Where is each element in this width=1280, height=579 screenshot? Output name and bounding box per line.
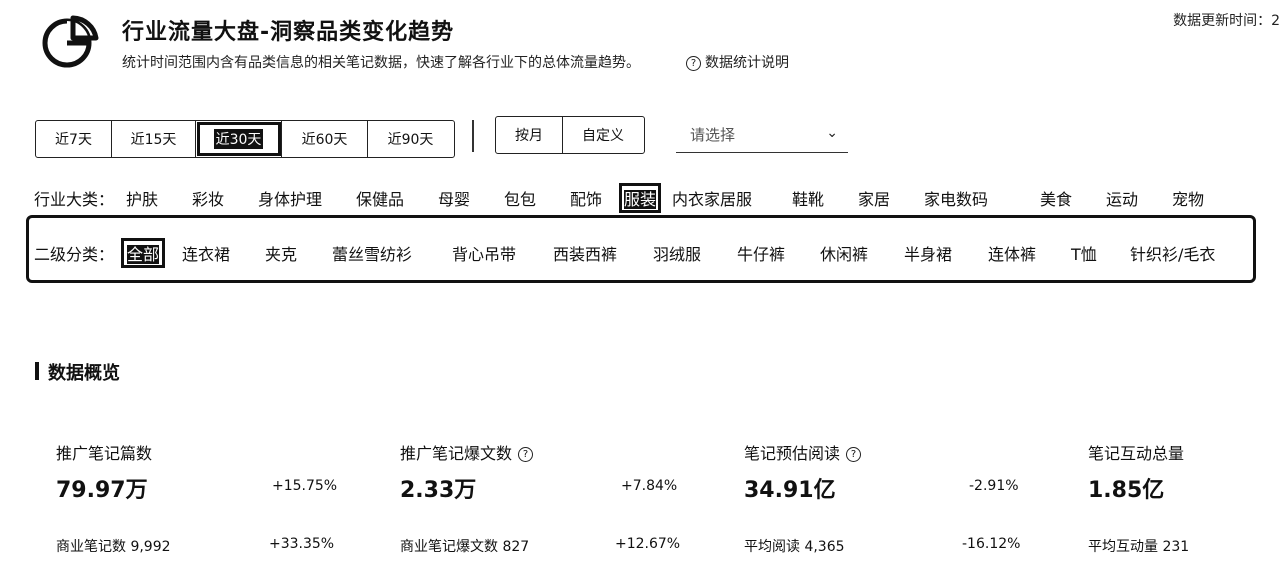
industry-item[interactable]: 内衣家居服	[672, 190, 753, 209]
range-15d-button[interactable]: 近15天	[112, 121, 196, 157]
page-title: 行业流量大盘-洞察品类变化趋势	[122, 20, 455, 45]
metric-sub-name: 平均互动量 231	[1088, 539, 1190, 555]
industry-item[interactable]: 护肤	[126, 190, 159, 209]
divider	[472, 120, 474, 152]
data-explanation-link[interactable]: ? 数据统计说明	[686, 52, 789, 72]
metric-change: -2.91%	[969, 478, 1019, 494]
date-select[interactable]: 请选择 ⌄	[676, 117, 848, 153]
by-month-button[interactable]: 按月	[496, 117, 563, 153]
industry-filter: 行业大类： 护肤 彩妆 身体护理 保健品 母婴 包包 配饰 服装 内衣家居服 鞋…	[34, 183, 1205, 213]
subcategory-item[interactable]: 针织衫/毛衣	[1130, 245, 1216, 264]
question-circle-icon: ?	[686, 56, 701, 71]
metric-value: 1.85亿	[1088, 478, 1165, 503]
chevron-down-icon: ⌄	[826, 125, 838, 141]
industry-item[interactable]: 宠物	[1172, 190, 1205, 209]
subcategory-item[interactable]: 连体裤	[988, 245, 1037, 264]
subcategory-item[interactable]: 背心吊带	[452, 245, 517, 264]
industry-item[interactable]: 运动	[1106, 190, 1139, 209]
metric-value: 34.91亿	[744, 478, 836, 503]
subcategory-item[interactable]: 牛仔裤	[737, 245, 786, 264]
metric-change: +7.84%	[621, 478, 678, 494]
time-range-selector: 近7天 近15天 近30天 近60天 近90天	[35, 120, 455, 158]
pie-chart-logo-icon	[42, 15, 99, 68]
subcategory-label: 二级分类：	[34, 245, 115, 264]
industry-label: 行业大类：	[34, 190, 115, 209]
industry-item[interactable]: 家居	[858, 190, 891, 209]
industry-item[interactable]: 彩妆	[192, 190, 225, 209]
metric-sub-name: 商业笔记数 9,992	[56, 539, 171, 555]
subcategory-item[interactable]: 半身裙	[904, 245, 953, 264]
industry-item[interactable]: 美食	[1040, 190, 1073, 209]
metric-value: 79.97万	[56, 478, 148, 503]
range-7d-button[interactable]: 近7天	[36, 121, 112, 157]
metric-change: +15.75%	[272, 478, 338, 494]
range-30d-button[interactable]: 近30天	[196, 121, 282, 157]
subcategory-item[interactable]: 蕾丝雪纺衫	[332, 245, 413, 264]
update-time: 数据更新时间：2	[1173, 13, 1280, 29]
industry-item[interactable]: 保健品	[356, 190, 405, 209]
mode-selector: 按月 自定义	[495, 116, 645, 154]
subcategory-filter: 二级分类： 全部 连衣裙 夹克 蕾丝雪纺衫 背心吊带 西装西裤 羽绒服 牛仔裤 …	[34, 238, 1216, 268]
subcategory-item[interactable]: 连衣裙	[182, 245, 231, 264]
industry-item[interactable]: 包包	[504, 190, 537, 209]
custom-range-button[interactable]: 自定义	[582, 128, 624, 144]
date-select-placeholder: 请选择	[690, 126, 736, 144]
metric-sub-name: 商业笔记爆文数 827	[400, 539, 530, 555]
metric-name: 推广笔记篇数	[56, 444, 153, 463]
section-title: 数据概览	[48, 363, 120, 384]
metric-name: 笔记预估阅读?	[744, 440, 862, 464]
industry-item[interactable]: 鞋靴	[792, 190, 825, 209]
industry-item[interactable]: 家电数码	[924, 190, 989, 209]
metric-sub-change: -16.12%	[962, 536, 1021, 552]
range-60d-button[interactable]: 近60天	[282, 121, 368, 157]
subcategory-item[interactable]: 休闲裤	[820, 245, 869, 264]
metric-value: 2.33万	[400, 478, 477, 503]
subcategory-item[interactable]: 夹克	[265, 245, 298, 264]
subcategory-panel	[26, 215, 1256, 283]
industry-item-selected[interactable]: 服装	[619, 183, 662, 213]
metric-sub-change: +12.67%	[615, 536, 681, 552]
subcategory-item-selected[interactable]: 全部	[121, 238, 166, 268]
metric-sub-change: +33.35%	[269, 536, 335, 552]
subcategory-item[interactable]: 羽绒服	[653, 245, 702, 264]
subcategory-item[interactable]: 西装西裤	[553, 245, 618, 264]
page-subtitle: 统计时间范围内含有品类信息的相关笔记数据，快速了解各行业下的总体流量趋势。	[122, 55, 640, 71]
range-90d-button[interactable]: 近90天	[387, 132, 434, 148]
section-marker	[35, 362, 39, 380]
metric-name: 推广笔记爆文数?	[400, 440, 534, 464]
subcategory-item[interactable]: T恤	[1071, 245, 1097, 264]
data-explanation-label: 数据统计说明	[705, 55, 789, 71]
question-circle-icon[interactable]: ?	[518, 447, 534, 462]
metric-name: 笔记互动总量	[1088, 444, 1185, 463]
industry-item[interactable]: 配饰	[570, 190, 603, 209]
question-circle-icon[interactable]: ?	[846, 447, 862, 462]
industry-item[interactable]: 身体护理	[258, 190, 323, 209]
industry-item[interactable]: 母婴	[438, 190, 471, 209]
metric-sub-name: 平均阅读 4,365	[744, 539, 845, 555]
